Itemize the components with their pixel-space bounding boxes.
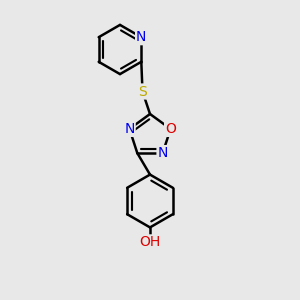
Text: S: S [138,85,147,98]
Text: N: N [136,30,146,44]
Text: OH: OH [140,236,160,249]
Text: O: O [165,122,176,136]
Text: N: N [124,122,135,136]
Text: N: N [158,146,168,160]
